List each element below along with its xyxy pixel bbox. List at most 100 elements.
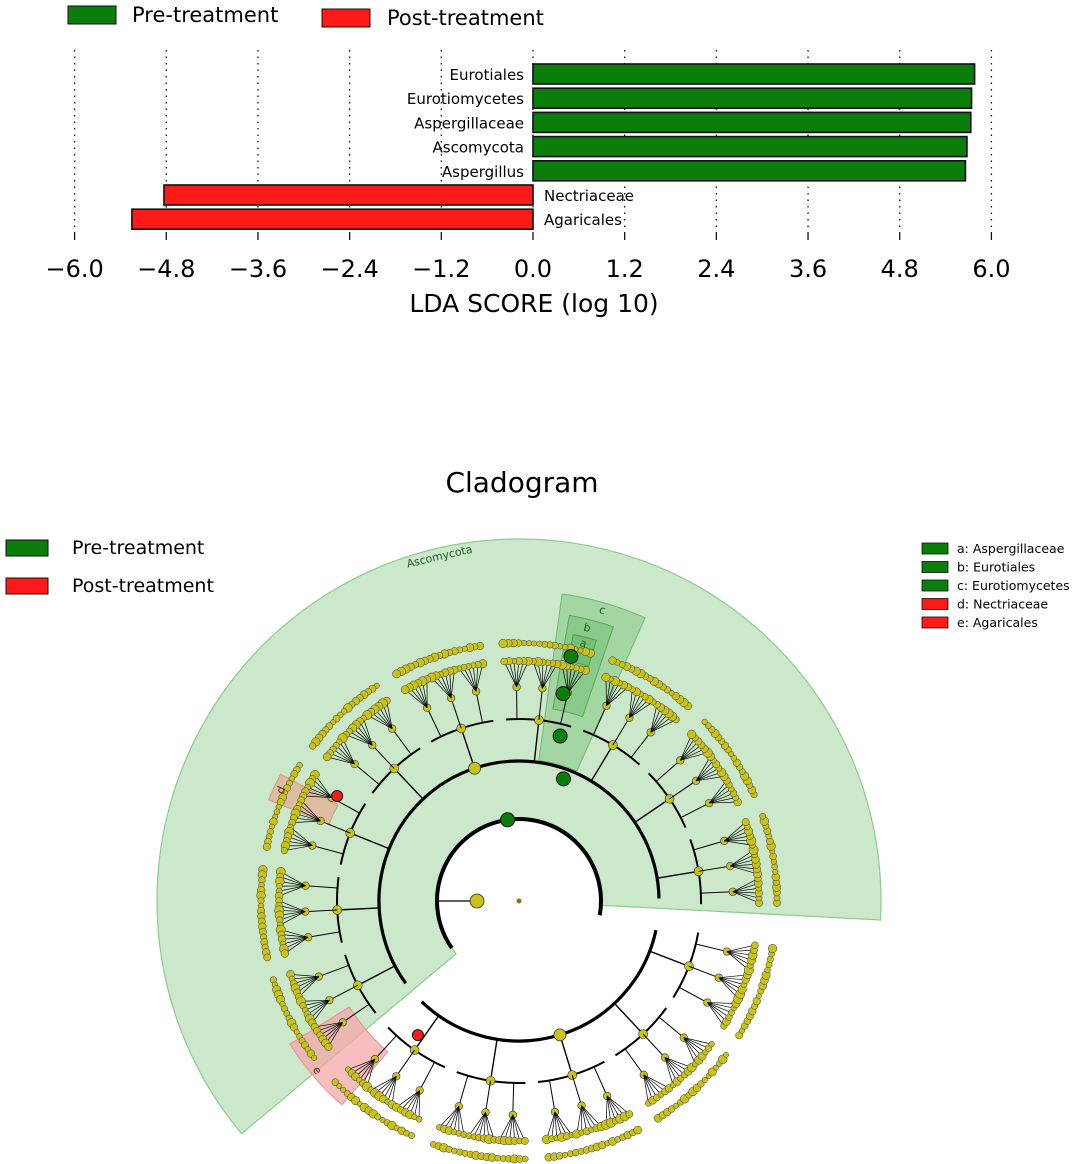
clad-legend-swatch-post	[5, 577, 49, 595]
branch	[695, 760, 714, 782]
branch	[290, 974, 319, 977]
tree-node	[668, 1105, 676, 1113]
branch	[440, 674, 452, 699]
branch	[291, 976, 319, 980]
branch	[370, 711, 393, 729]
x-tick-label: −6.0	[45, 255, 103, 283]
branch	[354, 763, 380, 785]
branch	[512, 1082, 515, 1115]
tree-node	[664, 793, 675, 804]
branch	[450, 669, 455, 699]
branch	[349, 832, 390, 850]
branch	[732, 887, 759, 893]
branch	[554, 1111, 568, 1137]
branch	[444, 672, 452, 699]
bar-category-label: Eurotiomycetes	[407, 90, 524, 108]
branch	[571, 1074, 583, 1106]
tree-node	[262, 842, 271, 851]
branch	[542, 663, 558, 689]
branch	[485, 1080, 492, 1113]
branch	[695, 756, 711, 781]
branch	[724, 826, 748, 842]
tree-node	[730, 755, 738, 762]
branch	[567, 670, 586, 693]
tree-node	[562, 644, 569, 651]
tree-node	[352, 980, 363, 991]
branch	[629, 691, 637, 718]
branch	[393, 768, 424, 800]
branch	[643, 1074, 666, 1092]
branch	[332, 748, 355, 765]
legend-swatch-pre	[67, 5, 117, 25]
branch	[443, 1106, 460, 1130]
branch	[458, 668, 477, 692]
tree-node	[625, 1110, 634, 1118]
branch	[707, 1002, 734, 1009]
clad-legend-label-post: Post-treatment	[72, 575, 214, 597]
branch	[695, 763, 717, 782]
branch	[458, 1106, 465, 1135]
tree-node	[555, 1152, 564, 1160]
branch	[435, 675, 452, 699]
branch	[707, 1002, 732, 1013]
tree-node	[293, 1028, 300, 1035]
branch	[512, 1114, 515, 1141]
bar-category-label: Eurotiales	[450, 66, 525, 84]
x-tick-label: −4.8	[137, 255, 195, 283]
branch	[278, 885, 306, 897]
tree-node	[601, 672, 611, 682]
bar-category-label: Agaricales	[544, 211, 622, 229]
branch	[278, 905, 306, 912]
branch	[629, 698, 650, 718]
tree-node	[673, 1102, 680, 1109]
branch	[709, 797, 736, 804]
x-tick-label: −3.6	[229, 255, 287, 283]
bar	[532, 111, 972, 134]
branch	[730, 859, 756, 867]
branch	[400, 1090, 420, 1111]
branch	[708, 780, 727, 804]
branch	[305, 885, 338, 889]
x-tick-label: −2.4	[320, 255, 378, 283]
branch	[278, 900, 306, 912]
branch	[606, 682, 620, 706]
branch	[606, 1095, 630, 1115]
tree-node	[309, 742, 317, 750]
tree-node	[280, 949, 289, 958]
branch	[292, 820, 321, 823]
branch	[290, 826, 313, 846]
tree-node	[498, 638, 508, 649]
branch	[475, 664, 479, 692]
branch	[516, 660, 520, 688]
x-tick-label: 3.6	[789, 255, 827, 283]
branch	[551, 1111, 556, 1139]
branch	[280, 911, 306, 926]
branch	[581, 1105, 597, 1129]
tree-node	[469, 893, 485, 909]
branch	[538, 688, 543, 721]
branch	[314, 774, 332, 798]
branch	[298, 976, 320, 998]
branch	[629, 701, 654, 718]
branch	[730, 865, 757, 870]
bar-category-label: Aspergillaceae	[414, 114, 524, 132]
branch	[293, 976, 319, 984]
branch	[732, 883, 759, 893]
branch	[629, 694, 642, 718]
pre-treatment-node	[500, 812, 516, 828]
branch	[554, 1111, 558, 1139]
branch	[698, 865, 731, 872]
bar-series	[131, 63, 976, 230]
tree-node	[759, 812, 766, 820]
branch	[649, 950, 690, 967]
branch	[732, 891, 760, 899]
branch	[303, 795, 332, 799]
branch	[302, 999, 330, 1007]
tree-node	[500, 657, 508, 666]
branch	[279, 885, 306, 892]
tree-node	[494, 1154, 502, 1162]
tree-node	[526, 640, 533, 647]
branch	[419, 1061, 435, 1091]
clade-shades	[156, 538, 882, 1135]
branch	[629, 689, 633, 718]
